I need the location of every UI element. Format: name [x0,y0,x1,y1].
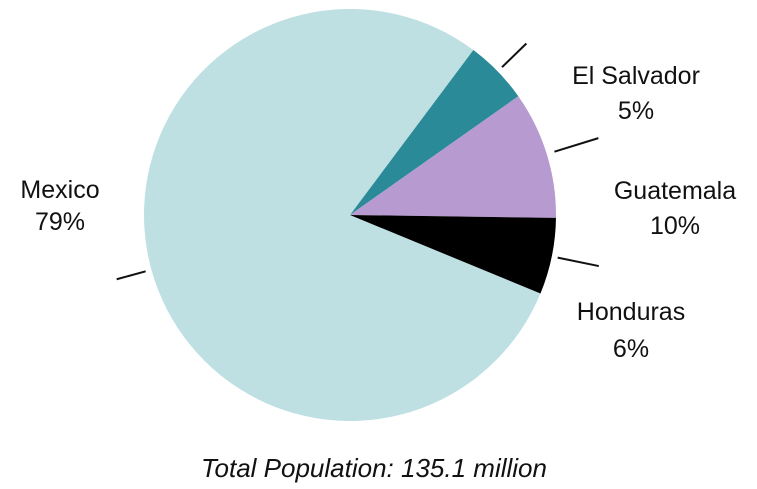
label-honduras-name: Honduras [577,298,685,326]
slice-el-salvador [350,50,519,215]
pie-slices [144,9,556,421]
label-mexico-name: Mexico [20,176,99,204]
slice-guatemala [350,96,556,218]
label-guatemala-name: Guatemala [614,177,736,205]
label-guatemala-value: 10% [650,212,700,240]
label-el-salvador-value: 5% [618,97,654,125]
total-population-caption: Total Population: 135.1 million [201,453,547,483]
label-el-salvador-name: El Salvador [572,62,700,90]
leader-line-el-salvador [501,42,528,68]
leader-lines [116,42,600,281]
slice-mexico [144,9,541,421]
leader-line-honduras [557,256,600,268]
label-honduras-value: 6% [613,335,649,363]
leader-line-mexico [116,270,146,281]
slice-honduras [350,215,556,294]
label-mexico-value: 79% [35,208,85,236]
leader-line-guatemala [554,137,599,153]
